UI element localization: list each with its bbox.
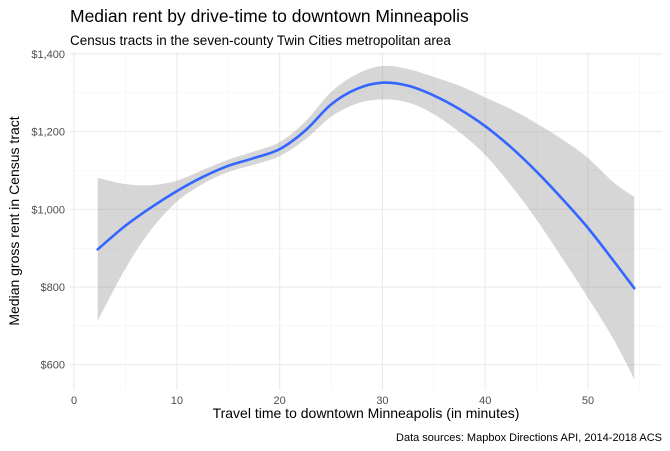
caption: Data sources: Mapbox Directions API, 201…	[396, 432, 662, 444]
y-tick-label: $1,000	[31, 204, 65, 216]
confidence-ribbon	[97, 65, 635, 380]
y-tick-label: $800	[41, 282, 65, 294]
y-tick-label: $1,400	[31, 49, 65, 61]
x-axis-title: Travel time to downtown Minneapolis (in …	[213, 405, 520, 421]
x-tick-label: 20	[274, 395, 286, 407]
minor-gridlines	[70, 52, 662, 390]
y-axis-title: Median gross rent in Census tract	[6, 116, 22, 325]
smooth-line	[96, 81, 636, 290]
x-tick-label: 30	[376, 395, 388, 407]
chart-title: Median rent by drive-time to downtown Mi…	[70, 6, 469, 26]
x-axis-ticks: 0 10 20 30 40 50	[71, 395, 594, 407]
major-gridlines	[70, 52, 662, 390]
x-tick-label: 40	[479, 395, 491, 407]
x-tick-label: 50	[582, 395, 594, 407]
y-tick-label: $1,200	[31, 127, 65, 139]
chart-subtitle: Census tracts in the seven-county Twin C…	[70, 33, 451, 48]
x-tick-label: 10	[171, 395, 183, 407]
y-axis-ticks: $600 $800 $1,000 $1,200 $1,400	[31, 49, 65, 372]
y-tick-label: $600	[41, 360, 65, 372]
x-tick-label: 0	[71, 395, 77, 407]
plot-panel	[70, 52, 662, 390]
